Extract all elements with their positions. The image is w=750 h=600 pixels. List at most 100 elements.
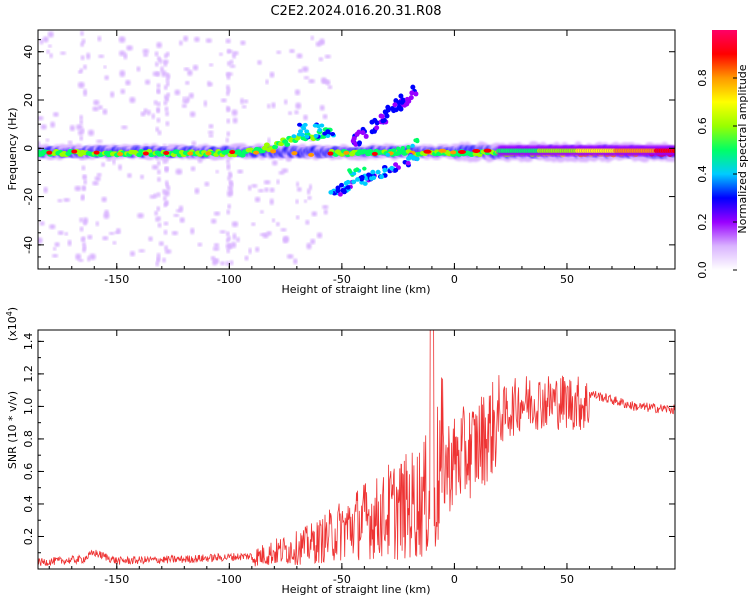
spectrogram-cell [51,253,59,258]
spectrogram-cell [208,63,214,67]
spectrogram-cell [207,130,214,135]
spectrogram-cell [93,99,100,106]
spectrogram-cell [79,119,84,125]
spectrogram-cell [372,117,378,123]
spectrogram-cell [360,130,366,136]
spectrogram-cell [232,117,238,124]
spectrogram-cell [366,172,372,178]
spectrogram-cell [153,100,158,106]
spectrogram-cell [80,195,85,201]
spectrogram-cell [83,88,87,94]
spectrogram-cell [97,35,102,42]
spectrogram-cell [212,258,218,266]
spectrogram-cell [38,116,44,121]
spectrogram-cell [231,109,238,116]
spectrogram-cell [103,65,107,69]
spectrogram-cell [410,84,416,90]
spectrogram-cell [154,51,159,57]
spectrogram-cell [213,243,220,248]
colorbar-tick-label: 0.6 [696,117,709,135]
spectrogram-cell [79,68,84,74]
spectrogram-cell [389,106,395,112]
spectrogram-cell [153,193,158,199]
spectrogram-cell [155,126,160,132]
y-tick-label: 0.8 [22,430,35,448]
spectrogram-cell [393,167,399,173]
spectrogram-cell [142,151,149,156]
spectrogram-cell [472,148,481,153]
snr-x-ticks: -150 -100 -50 0 50 [48,330,658,586]
spectrogram-cell [126,45,133,51]
spectrogram-x-ticks: -150 -100 -50 0 50 [48,30,658,286]
spectrogram-cell [288,111,293,115]
spectrogram-cell [226,163,231,171]
spectrogram-cell [353,168,358,173]
spectrogram-cell [396,146,401,151]
spectrogram-cell [187,69,193,76]
x-tick-label: 0 [451,573,458,586]
spectrogram-cell [225,237,230,243]
spectrogram-cell [359,180,365,185]
spectrogram-cell [315,124,321,129]
spectrogram-cell [80,30,84,36]
spectrogram-cell [370,169,376,175]
spectrogram-cell [382,167,388,173]
spectrogram-cell [80,128,85,134]
spectrogram-cell [160,66,164,73]
spectrogram-cell [260,210,264,214]
spectrogram-cell [284,142,291,147]
spectrogram-cell [163,221,169,226]
spectrogram-cell [457,149,466,154]
spectrogram-cell [269,187,275,193]
colorbar-tick-label: 0.4 [696,165,709,183]
spectrogram-cell [119,50,126,57]
spectrogram-cell [80,55,85,61]
spectrogram-cell [404,96,410,102]
spectrogram-cell [399,99,405,105]
spectrogram-cell [49,224,56,230]
spectrogram-cell [253,150,260,155]
spectrogram-cell [308,184,313,191]
spectrogram-cell [283,99,288,105]
y-tick-label: -20 [22,188,35,206]
spectrogram-cell [347,168,352,173]
snr-y-label: SNR (10 * v/v) [6,391,19,469]
spectrogram-cell [208,134,214,138]
spectrogram-cell [306,242,312,250]
snr-background [38,330,675,569]
spectrogram-cell [164,245,168,251]
spectrogram-cell [226,158,230,164]
spectrogram-cell [142,48,149,54]
spectrogram-cell [227,175,231,181]
spectrogram-cell [79,217,83,223]
spectrogram-cell [270,149,277,154]
spectrogram-cell [102,236,109,241]
spectrogram-cell [136,66,141,72]
spectrogram-cell [110,91,115,98]
spectrogram-cell [104,209,109,216]
spectrogram-cell [232,53,237,59]
y-tick-label: -40 [22,236,35,254]
spectrogram-cell [190,227,195,235]
spectrogram-cell [226,48,231,54]
spectrogram-cell [183,67,190,71]
spectrogram-cell [156,117,161,123]
spectrogram-cell [297,122,303,127]
spectrogram-cell [229,59,234,65]
spectrogram-cell [121,125,128,130]
spectrogram-cell [229,64,236,68]
x-tick-label: -100 [217,573,242,586]
spectrogram-cell [154,61,159,67]
spectrogram-cell [271,218,276,223]
spectrogram-cell [293,258,298,265]
spectrogram-cell [112,241,117,245]
spectrogram-cell [163,229,168,235]
spectrogram-cell [322,204,329,210]
spectrogram-cell [163,100,168,106]
spectrogram-cell [64,232,69,236]
spectrogram-cell [322,114,328,120]
spectrogram-cell [165,77,170,83]
spectrogram-cell [154,210,158,216]
spectrogram-cell [302,66,309,73]
